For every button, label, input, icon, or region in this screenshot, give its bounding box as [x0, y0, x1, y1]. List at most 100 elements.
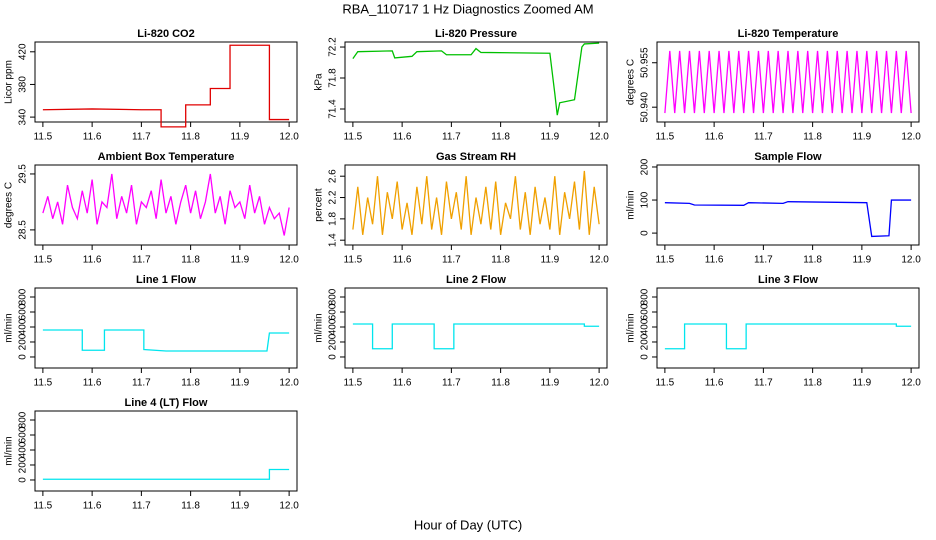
- data-line: [352, 42, 600, 116]
- x-tick-label: 11.8: [491, 255, 510, 266]
- x-tick-label: 11.5: [656, 255, 675, 266]
- x-tick-label: 11.8: [803, 255, 822, 266]
- plot-frame: [656, 287, 920, 369]
- y-tick-label: 1.8: [328, 211, 339, 225]
- x-tick-label: 11.9: [231, 501, 250, 512]
- panel-title: Li-820 CO2: [137, 28, 194, 40]
- x-tick-label: 11.7: [132, 501, 151, 512]
- y-tick-label: 0: [640, 354, 651, 360]
- x-tick-label: 11.5: [656, 132, 675, 143]
- x-tick-label: 11.9: [231, 132, 250, 143]
- data-line: [352, 323, 600, 350]
- data-line: [664, 323, 912, 350]
- y-axis-label: ml/min: [626, 190, 637, 219]
- y-axis-label: percent: [314, 188, 325, 222]
- x-tick-label: 11.8: [181, 378, 200, 389]
- y-tick-label: 600: [18, 426, 29, 443]
- x-tick-label: 11.5: [344, 378, 363, 389]
- x-tick-label: 11.7: [754, 132, 773, 143]
- x-tick-label: 11.6: [393, 378, 412, 389]
- plot-frame: [344, 164, 608, 246]
- data-line: [664, 50, 912, 114]
- x-tick-label: 11.8: [803, 132, 822, 143]
- data-line: [42, 44, 290, 128]
- panel-title: Li-820 Pressure: [435, 28, 517, 40]
- y-tick-label: 340: [18, 108, 29, 125]
- y-tick-label: 1.4: [328, 233, 339, 247]
- y-tick-label: 600: [328, 303, 339, 320]
- x-tick-label: 11.8: [181, 132, 200, 143]
- y-tick-label: 800: [328, 288, 339, 305]
- y-tick-label: 600: [640, 303, 651, 320]
- panel-title: Line 4 (LT) Flow: [125, 397, 208, 409]
- x-tick-label: 11.7: [132, 378, 151, 389]
- y-tick-label: 0: [328, 354, 339, 360]
- y-tick-label: 200: [328, 333, 339, 350]
- y-tick-label: 72.2: [328, 37, 339, 57]
- data-line: [352, 170, 600, 235]
- x-tick-label: 11.7: [442, 132, 461, 143]
- y-tick-label: 800: [18, 411, 29, 428]
- x-tick-label: 11.6: [83, 501, 102, 512]
- data-line: [42, 468, 290, 480]
- y-axis-label: ml/min: [314, 313, 325, 342]
- y-tick-label: 0: [18, 477, 29, 483]
- y-tick-label: 200: [640, 158, 651, 175]
- panel-title: Line 2 Flow: [446, 274, 506, 286]
- x-tick-label: 12.0: [589, 378, 609, 389]
- y-tick-label: 50.955: [640, 47, 651, 78]
- data-line: [42, 329, 290, 352]
- x-tick-label: 11.6: [83, 132, 102, 143]
- panel-title: Sample Flow: [754, 151, 822, 163]
- plot-frame: [34, 410, 298, 492]
- plot-frame: [344, 41, 608, 123]
- y-tick-label: 380: [18, 76, 29, 93]
- x-axis-label: Hour of Day (UTC): [414, 517, 522, 532]
- y-tick-label: 2.2: [328, 190, 339, 204]
- data-line: [664, 199, 912, 238]
- x-tick-label: 11.8: [803, 378, 822, 389]
- y-tick-label: 400: [640, 318, 651, 335]
- y-tick-label: 420: [18, 43, 29, 60]
- y-tick-label: 50.940: [640, 91, 651, 122]
- x-tick-label: 12.0: [279, 255, 299, 266]
- x-tick-label: 11.6: [705, 255, 724, 266]
- x-tick-label: 12.0: [279, 378, 299, 389]
- x-tick-label: 11.9: [541, 378, 560, 389]
- y-tick-label: 2.6: [328, 169, 339, 183]
- panel-title: Li-820 Temperature: [738, 28, 839, 40]
- y-axis-label: ml/min: [4, 313, 15, 342]
- x-tick-label: 11.8: [181, 255, 200, 266]
- y-tick-label: 400: [18, 318, 29, 335]
- x-tick-label: 11.5: [344, 255, 363, 266]
- x-tick-label: 12.0: [589, 255, 609, 266]
- x-tick-label: 11.9: [231, 378, 250, 389]
- y-tick-label: 400: [328, 318, 339, 335]
- panel-title: Gas Stream RH: [436, 151, 516, 163]
- x-tick-label: 12.0: [589, 132, 609, 143]
- y-axis-label: Licor ppm: [4, 60, 15, 104]
- x-tick-label: 11.6: [393, 255, 412, 266]
- x-tick-label: 11.5: [344, 132, 363, 143]
- x-tick-label: 11.7: [754, 378, 773, 389]
- y-axis-label: degrees C: [4, 182, 15, 228]
- y-tick-label: 28.5: [18, 220, 29, 240]
- plot-frame: [656, 41, 920, 123]
- x-tick-label: 11.8: [491, 378, 510, 389]
- x-tick-label: 11.7: [132, 255, 151, 266]
- y-tick-label: 200: [18, 456, 29, 473]
- y-tick-label: 400: [18, 441, 29, 458]
- page-title: RBA_110717 1 Hz Diagnostics Zoomed AM: [342, 1, 593, 16]
- x-tick-label: 11.7: [442, 378, 461, 389]
- x-tick-label: 12.0: [279, 501, 299, 512]
- y-axis-label: kPa: [314, 73, 325, 91]
- x-tick-label: 11.6: [83, 378, 102, 389]
- y-axis-label: ml/min: [626, 313, 637, 342]
- x-tick-label: 12.0: [901, 255, 921, 266]
- x-tick-label: 11.9: [541, 132, 560, 143]
- x-tick-label: 11.9: [853, 132, 872, 143]
- plot-frame: [34, 164, 298, 246]
- x-tick-label: 11.5: [34, 255, 53, 266]
